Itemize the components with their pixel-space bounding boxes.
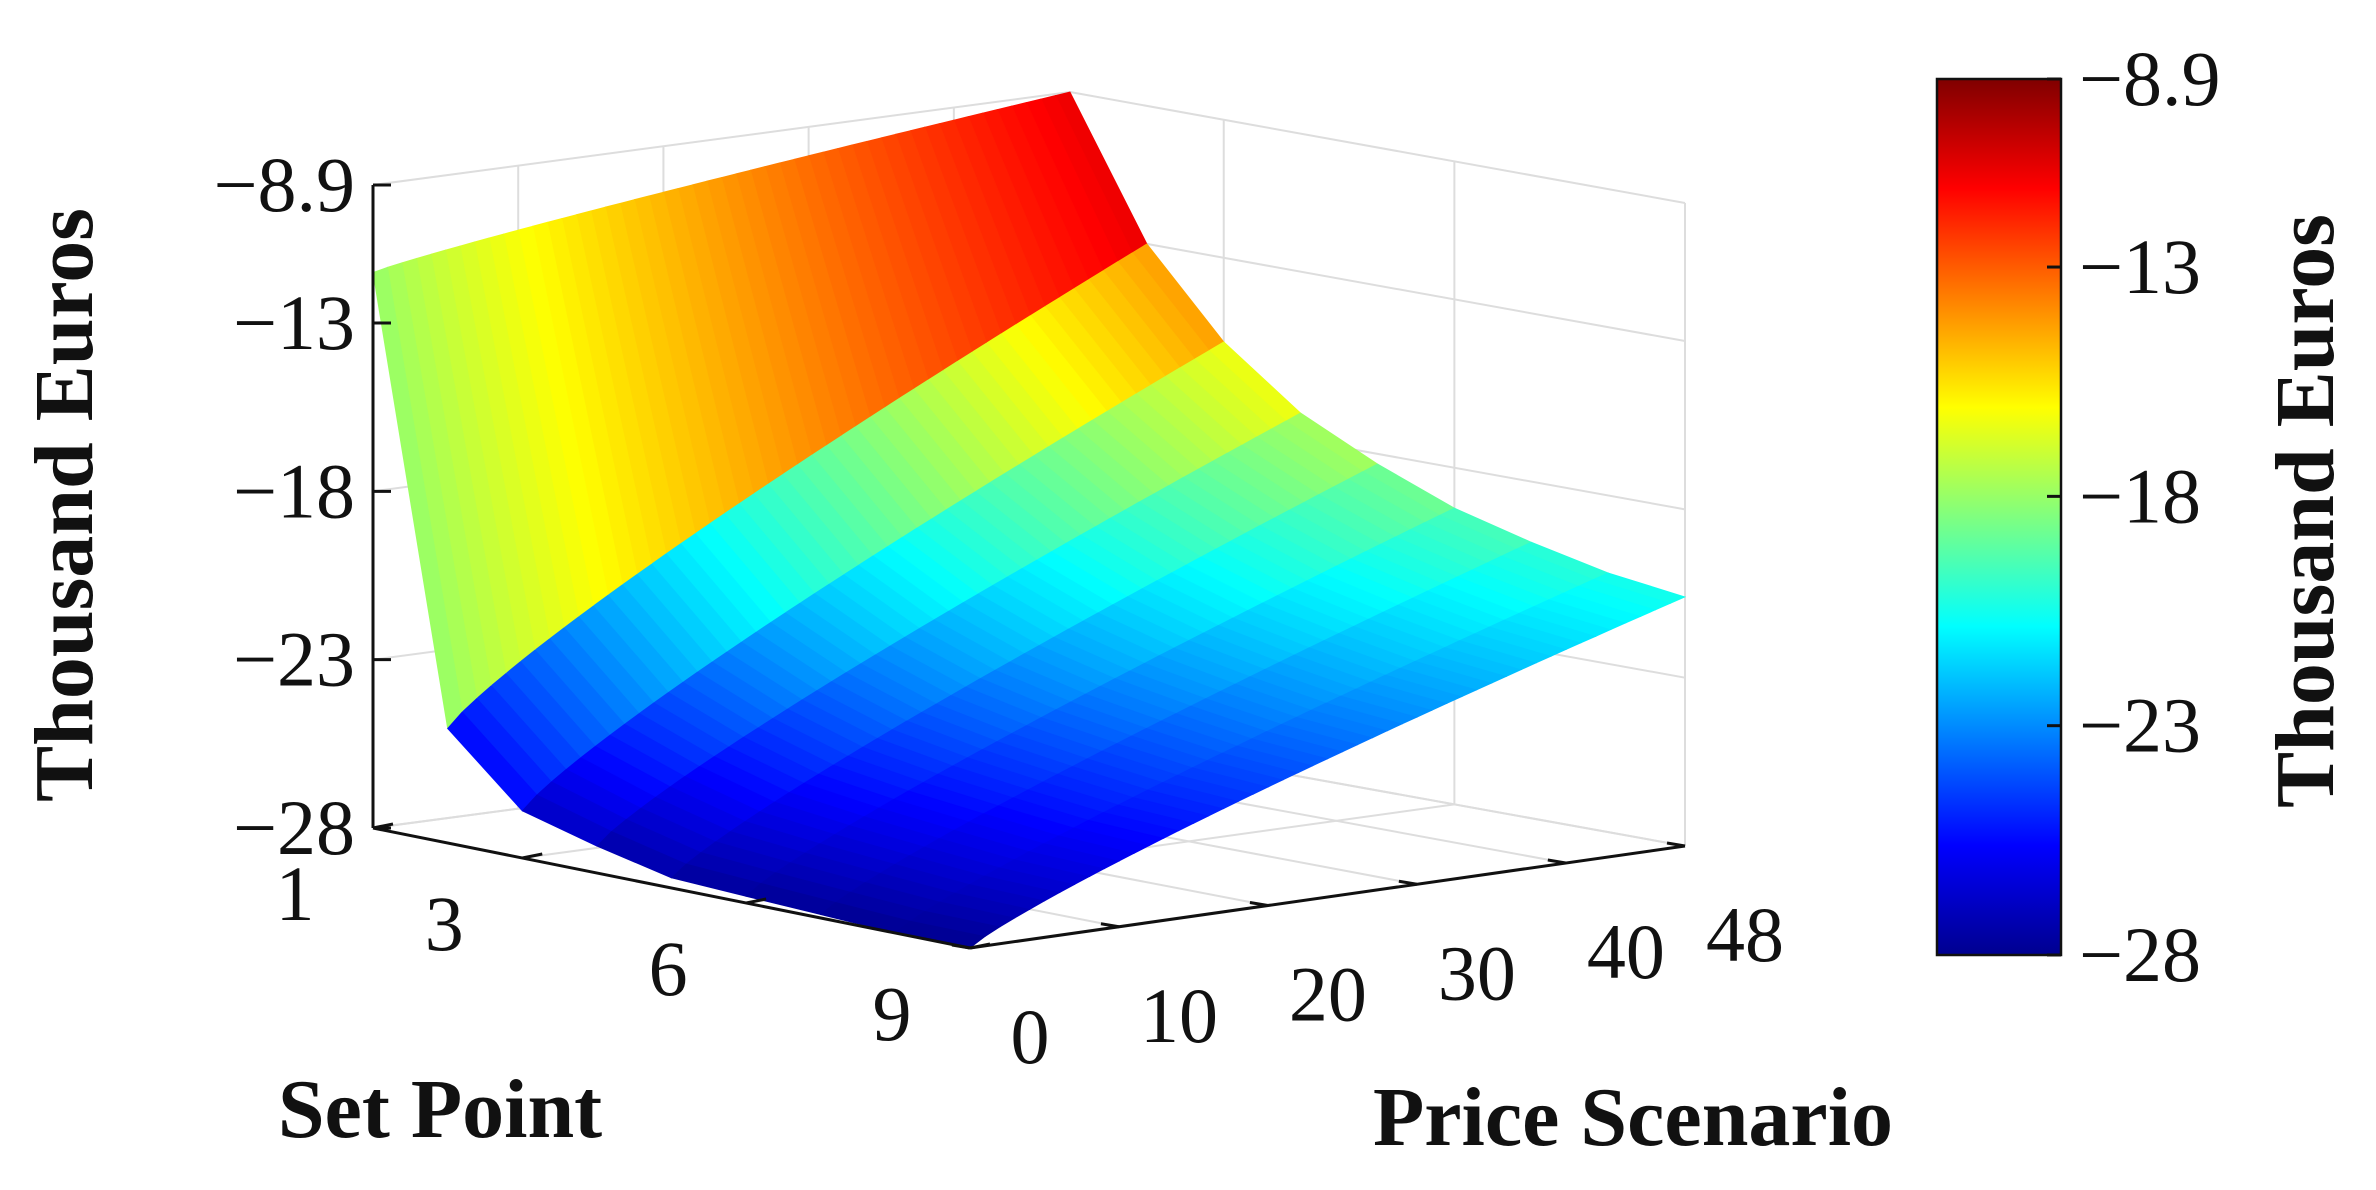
y-tick-mark bbox=[951, 943, 971, 950]
colorbar-label: Thousand Euros bbox=[2259, 214, 2352, 808]
x-tick-label: 9 bbox=[873, 970, 912, 1057]
y-tick-mark bbox=[1398, 879, 1418, 886]
grid-line-back-wall bbox=[1069, 91, 1686, 204]
y-tick-mark bbox=[1100, 922, 1120, 929]
x-axis-line bbox=[372, 826, 971, 950]
colorbar-tick-label: −8.9 bbox=[2079, 35, 2221, 122]
z-tick-label: −8.9 bbox=[214, 141, 356, 228]
z-tick-label: −13 bbox=[233, 279, 355, 366]
x-tick-mark bbox=[745, 897, 767, 905]
y-tick-label: 10 bbox=[1140, 972, 1218, 1059]
y-tick-mark bbox=[1666, 841, 1686, 848]
x-tick-mark bbox=[969, 942, 991, 950]
x-tick-label: 6 bbox=[649, 925, 688, 1012]
z-axis-label: Thousand Euros bbox=[18, 208, 111, 802]
y-tick-label: 30 bbox=[1438, 929, 1516, 1016]
y-tick-label: 20 bbox=[1289, 951, 1367, 1038]
y-tick-label: 48 bbox=[1706, 891, 1784, 978]
y-tick-label: 40 bbox=[1587, 908, 1665, 995]
colorbar-tick-label: −28 bbox=[2079, 911, 2201, 998]
y-tick-mark bbox=[1547, 858, 1567, 865]
x-tick-mark bbox=[521, 852, 543, 860]
x-tick-label: 3 bbox=[425, 880, 464, 967]
z-tick-label: −28 bbox=[233, 784, 355, 871]
colorbar-tick-label: −13 bbox=[2079, 223, 2201, 310]
x-tick-mark bbox=[372, 822, 394, 830]
x-tick-label: 1 bbox=[276, 850, 315, 937]
colorbar-tick-label: −18 bbox=[2079, 452, 2201, 539]
tick-labels: −8.9 −13 −18 −23 −281 3 6 9 0 10 20 30 40 48 bbox=[214, 141, 1785, 1080]
z-tick-label: −23 bbox=[233, 616, 355, 703]
colorbar-gradient bbox=[1935, 77, 2063, 957]
x-axis-label: Set Point bbox=[278, 1063, 602, 1156]
y-tick-mark bbox=[1249, 901, 1269, 907]
colorbar-tick-label: −23 bbox=[2079, 682, 2201, 769]
grid-line-back-wall bbox=[1069, 229, 1686, 343]
z-tick-label: −18 bbox=[233, 447, 355, 534]
colorbar: −8.9 −13 −18 −23 −28 Thousand Euros bbox=[1935, 35, 2352, 998]
y-tick-label: 0 bbox=[1011, 993, 1050, 1080]
surface bbox=[372, 91, 1687, 949]
colorbar-ticks: −8.9 −13 −18 −23 −28 bbox=[2047, 35, 2221, 998]
y-axis-label: Price Scenario bbox=[1373, 1071, 1893, 1164]
